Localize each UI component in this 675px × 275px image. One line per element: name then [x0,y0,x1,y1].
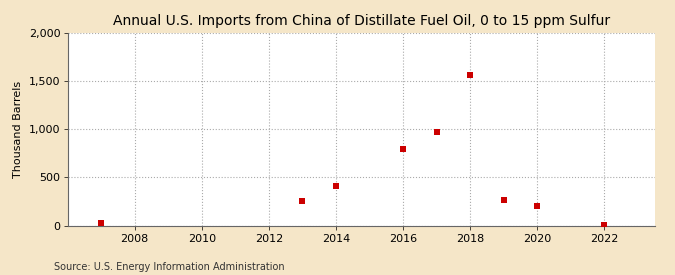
Title: Annual U.S. Imports from China of Distillate Fuel Oil, 0 to 15 ppm Sulfur: Annual U.S. Imports from China of Distil… [113,14,610,28]
Point [465,73,476,77]
Y-axis label: Thousand Barrels: Thousand Barrels [14,81,24,178]
Point [431,130,442,134]
Text: Source: U.S. Energy Information Administration: Source: U.S. Energy Information Administ… [54,262,285,272]
Point [96,220,107,225]
Point [398,146,408,151]
Point [331,183,342,188]
Point [532,204,543,208]
Point [498,198,509,202]
Point [599,222,610,227]
Point [297,199,308,203]
